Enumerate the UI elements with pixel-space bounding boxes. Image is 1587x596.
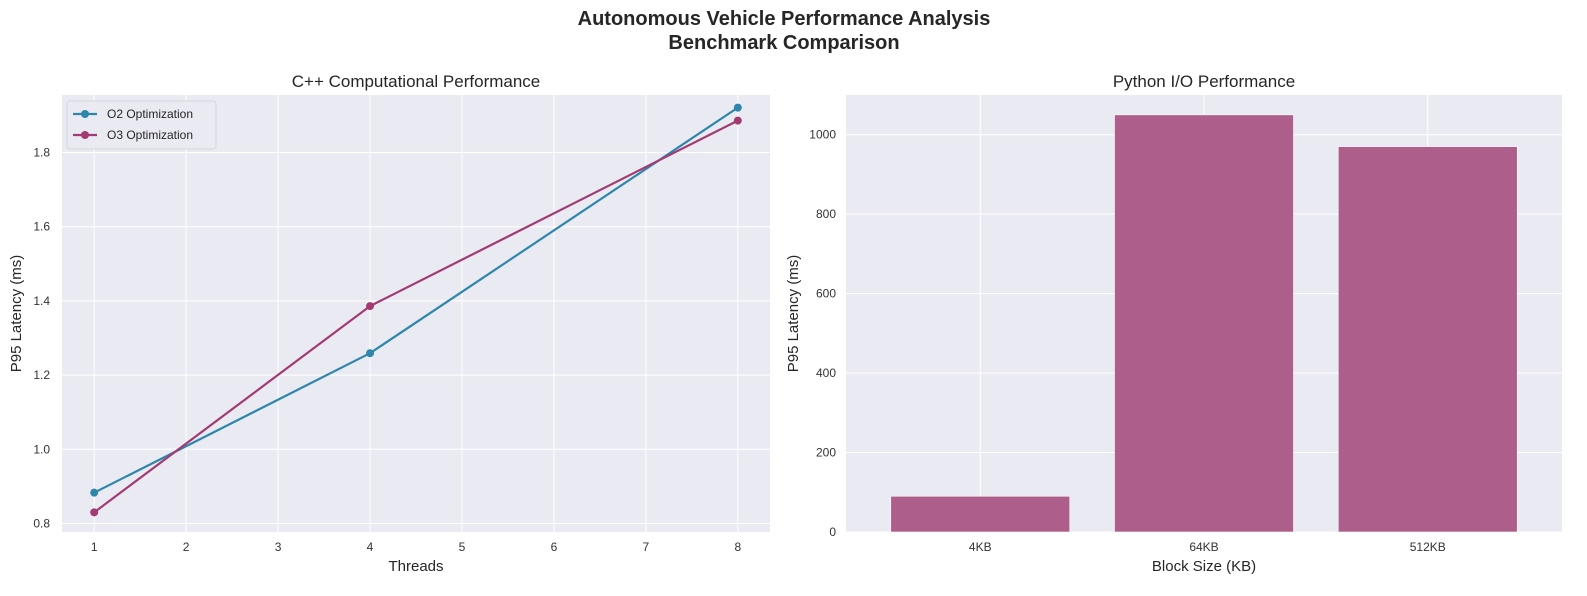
legend-marker-1	[81, 110, 89, 118]
line-chart-x-tick-label: 8	[734, 540, 741, 554]
bar-chart-y-tick-label: 800	[816, 207, 836, 221]
bar-chart-x-axis-label: Block Size (KB)	[1152, 558, 1256, 575]
line-chart-title: C++ Computational Performance	[292, 72, 541, 91]
line-series-2-point	[733, 116, 742, 125]
line-chart-y-tick-label: 1.8	[33, 146, 50, 160]
line-chart-legend: O2 Optimization O3 Optimization	[66, 100, 217, 150]
line-chart-x-tick-label: 4	[367, 540, 374, 554]
bar-chart-y-axis-label: P95 Latency (ms)	[785, 255, 802, 373]
bar-chart-bars	[890, 114, 1518, 533]
bar-chart-panel: 0 200 400 600 800 1000 4KB 64KB 512KB Python I/O…	[785, 72, 1562, 575]
bar-4kb	[890, 495, 1071, 533]
line-chart-x-tick-label: 2	[183, 540, 190, 554]
bar-chart-y-tick-label: 200	[816, 446, 836, 460]
line-chart-series	[90, 103, 742, 517]
line-chart-x-axis-label: Threads	[388, 558, 443, 575]
line-series-1-point	[733, 103, 742, 112]
line-chart-x-tick-label: 1	[91, 540, 98, 554]
legend-marker-2	[81, 131, 89, 139]
line-chart-y-tick-label: 1.0	[33, 442, 50, 456]
bar-chart-x-tick-label: 4KB	[969, 540, 992, 554]
figure-title-line1: Autonomous Vehicle Performance Analysis	[578, 8, 991, 30]
line-chart-x-tick-label: 6	[551, 540, 558, 554]
figure-title-line2: Benchmark Comparison	[668, 32, 899, 54]
bar-chart-y-tick-label: 400	[816, 366, 836, 380]
line-chart-y-tick-label: 1.4	[33, 294, 50, 308]
line-chart-x-tick-label: 3	[275, 540, 282, 554]
line-chart-y-tick-label: 1.6	[33, 220, 50, 234]
line-chart-panel: 1 2 3 4 5 6 7 8 0.8 1.0 1.2 1.4 1.6 1.8 C++ Computati…	[8, 72, 770, 575]
bar-chart-y-tick-label: 0	[829, 525, 836, 539]
line-chart-y-tick-label: 1.2	[33, 368, 50, 382]
bar-chart-x-tick-label: 64KB	[1189, 540, 1218, 554]
bar-chart-y-tick-label: 600	[816, 287, 836, 301]
line-series-2-point	[366, 302, 375, 311]
bar-512kb	[1337, 146, 1518, 533]
bar-chart-y-tick-label: 1000	[809, 128, 836, 142]
line-series-1-point	[90, 488, 99, 497]
legend-frame	[66, 100, 217, 150]
line-chart-y-tick-label: 0.8	[33, 516, 50, 530]
line-series-2-point	[90, 508, 99, 517]
line-chart-x-tick-label: 7	[643, 540, 650, 554]
line-chart-plot-area	[62, 95, 770, 532]
line-chart-grid	[62, 95, 770, 532]
line-series-1-point	[366, 349, 375, 358]
bar-chart-title: Python I/O Performance	[1113, 72, 1295, 91]
line-chart-x-tick-label: 5	[459, 540, 466, 554]
bar-chart-x-tick-label: 512KB	[1410, 540, 1446, 554]
bar-64kb	[1114, 114, 1294, 533]
legend-label-1: O2 Optimization	[107, 107, 193, 121]
line-chart-y-axis-label: P95 Latency (ms)	[8, 255, 25, 373]
legend-label-2: O3 Optimization	[107, 128, 193, 142]
bar-chart-ticks: 0 200 400 600 800 1000 4KB 64KB 512KB	[809, 128, 1445, 554]
line-chart-ticks: 1 2 3 4 5 6 7 8 0.8 1.0 1.2 1.4 1.6 1.8	[33, 146, 741, 555]
